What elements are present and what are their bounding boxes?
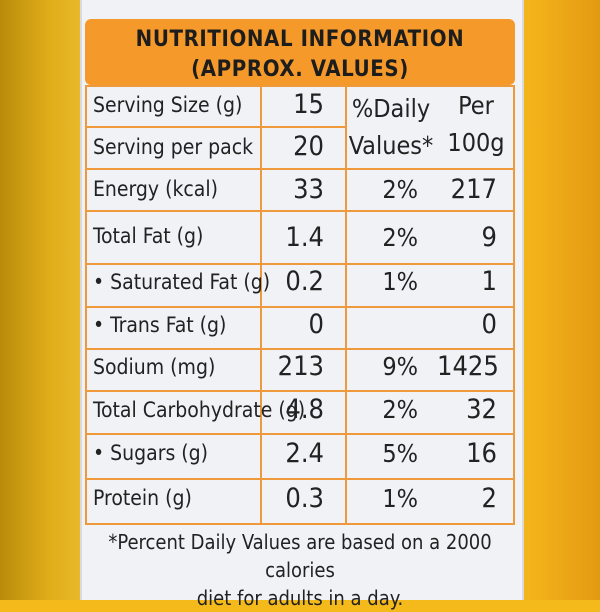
serving-per-pack-value: 20 [293, 131, 324, 162]
nutrient-label: Energy (kcal) [93, 177, 219, 201]
serving-size-label: Serving Size (g) [93, 93, 243, 117]
table-rule [85, 478, 515, 480]
nutrition-header: NUTRITIONAL INFORMATION (APPROX. VALUES) [85, 19, 515, 85]
nutrient-per-100g: 2 [481, 483, 497, 514]
table-rule [85, 126, 347, 128]
nutrient-label: • Trans Fat (g) [93, 313, 227, 337]
nutrient-per-100g: 1 [481, 266, 497, 297]
table-rule [85, 433, 515, 435]
nutrition-table [85, 85, 515, 525]
nutrient-label: Sodium (mg) [93, 355, 216, 379]
table-rule [85, 263, 515, 265]
serving-per-pack-label: Serving per pack [93, 135, 254, 159]
table-rule [260, 85, 262, 525]
footnote-line-1: *Percent Daily Values are based on a 200… [108, 530, 492, 582]
per-100g-header-line1: Per [458, 91, 494, 120]
nutrient-serving-value: 0.2 [285, 266, 324, 297]
per-100g-header-line2: 100g [447, 128, 505, 157]
table-rule [85, 210, 515, 212]
nutrient-serving-value: 2.4 [285, 438, 324, 469]
table-rule [85, 85, 87, 525]
table-rule [513, 85, 515, 525]
nutrition-label-panel [80, 0, 524, 600]
footnote-line-2: diet for adults in a day. [196, 586, 404, 610]
nutrient-per-100g: 9 [481, 222, 497, 253]
daily-values-header-line2: Values* [348, 131, 434, 160]
nutrient-daily-pct: 2% [382, 395, 418, 424]
header-subtitle: (APPROX. VALUES) [191, 57, 409, 82]
nutrient-per-100g: 0 [481, 309, 497, 340]
nutrient-label: Protein (g) [93, 486, 192, 510]
nutrient-serving-value: 213 [277, 351, 324, 382]
table-rule [345, 85, 347, 525]
daily-values-header-line1: %Daily [351, 94, 431, 123]
nutrient-daily-pct: 1% [382, 484, 418, 513]
nutrient-label: Total Carbohydrate (g) [93, 398, 306, 422]
table-rule [85, 523, 515, 525]
nutrient-serving-value: 0.3 [285, 483, 324, 514]
nutrient-serving-value: 1.4 [285, 222, 324, 253]
nutrient-daily-pct: 2% [382, 223, 418, 252]
nutrient-per-100g: 32 [466, 394, 497, 425]
nutrient-daily-pct: 2% [382, 175, 418, 204]
daily-values-footnote: *Percent Daily Values are based on a 200… [85, 528, 515, 612]
nutrient-per-100g: 217 [450, 174, 497, 205]
nutrient-label: Total Fat (g) [93, 224, 204, 248]
nutrient-daily-pct: 9% [382, 352, 418, 381]
table-rule [85, 390, 515, 392]
table-rule [85, 306, 515, 308]
nutrient-daily-pct: 5% [382, 439, 418, 468]
nutrient-serving-value: 0 [308, 309, 324, 340]
serving-size-value: 15 [293, 89, 324, 120]
nutrient-label: • Saturated Fat (g) [93, 270, 271, 294]
table-rule [85, 85, 515, 87]
nutrient-serving-value: 4.8 [285, 394, 324, 425]
nutrient-per-100g: 16 [466, 438, 497, 469]
nutrient-serving-value: 33 [293, 174, 324, 205]
nutrient-daily-pct: 1% [382, 267, 418, 296]
nutrient-per-100g: 1425 [437, 351, 499, 382]
nutrient-label: • Sugars (g) [93, 441, 209, 465]
table-rule [85, 348, 515, 350]
header-title: NUTRITIONAL INFORMATION [135, 27, 465, 52]
table-rule [85, 168, 515, 170]
